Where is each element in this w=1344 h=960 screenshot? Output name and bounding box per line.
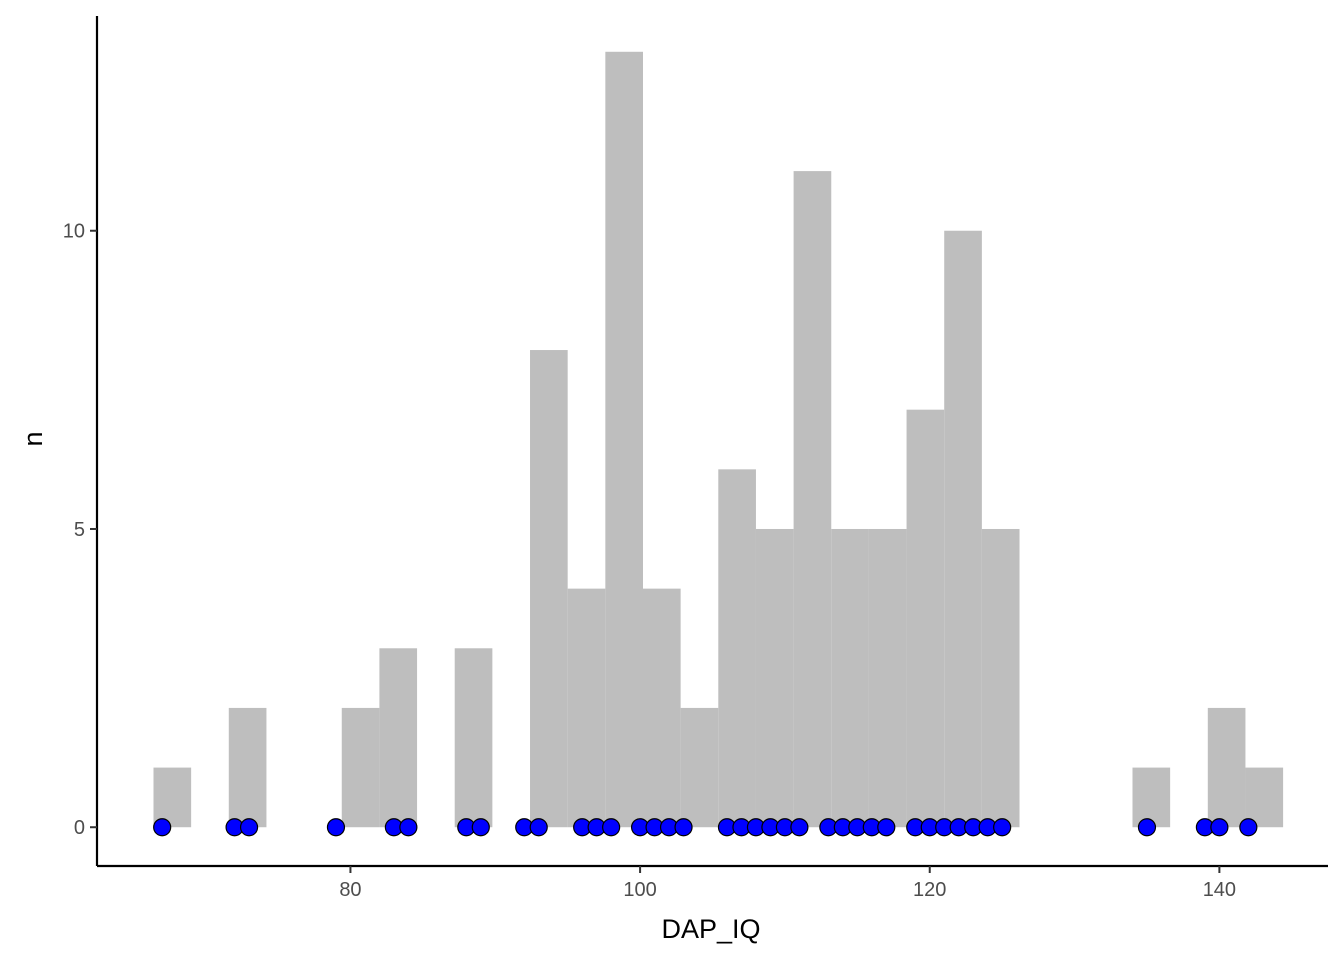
data-point-22 (790, 818, 809, 837)
histogram-bar-16 (755, 528, 794, 828)
histogram-bar-14 (680, 707, 719, 828)
x-tick-label: 140 (1203, 879, 1236, 901)
histogram-bar-5 (341, 707, 380, 828)
data-point-37 (1210, 818, 1229, 837)
y-tick-label: 5 (74, 519, 85, 541)
data-point-7 (471, 818, 490, 837)
data-point-9 (529, 818, 548, 837)
y-axis-title: n (18, 431, 48, 446)
histogram-bar-0 (153, 767, 192, 828)
x-tick-label: 100 (623, 879, 656, 901)
data-point-34 (993, 818, 1012, 837)
data-point-16 (674, 818, 693, 837)
x-axis-ticks: 80 100 120 140 (339, 866, 1236, 901)
histogram-bar-12 (605, 51, 643, 828)
y-tick-label: 10 (63, 221, 85, 243)
data-point-0 (153, 818, 172, 837)
y-tick-label: 0 (74, 817, 85, 839)
histogram-bar-26 (1132, 767, 1171, 828)
histogram-bar-6 (379, 648, 418, 828)
x-axis-title: DAP_IQ (661, 914, 760, 944)
data-point-38 (1239, 818, 1258, 837)
y-axis-ticks: 0 5 10 (63, 221, 97, 839)
histogram-bars (153, 51, 1284, 828)
data-point-35 (1137, 818, 1157, 837)
histogram-bar-22 (981, 528, 1020, 828)
data-points (153, 818, 1258, 837)
x-tick-label: 120 (913, 879, 946, 901)
histogram-bar-8 (454, 648, 493, 828)
data-point-27 (877, 818, 896, 837)
histogram-bar-28 (1207, 707, 1246, 828)
histogram-bar-20 (906, 409, 945, 828)
x-tick-label: 80 (339, 879, 361, 901)
data-point-2 (239, 818, 259, 837)
histogram-bar-19 (868, 528, 907, 828)
histogram-bar-15 (718, 469, 756, 828)
data-point-5 (399, 818, 418, 837)
histogram-bar-11 (567, 588, 606, 828)
histogram-bar-13 (642, 588, 681, 828)
data-point-12 (602, 818, 621, 837)
data-point-3 (326, 818, 346, 837)
histogram-bar-29 (1245, 767, 1284, 828)
histogram-bar-18 (831, 528, 869, 828)
histogram-bar-21 (944, 230, 982, 828)
histogram-bar-2 (228, 707, 267, 828)
histogram-bar-10 (530, 350, 568, 828)
histogram-bar-17 (793, 171, 832, 828)
